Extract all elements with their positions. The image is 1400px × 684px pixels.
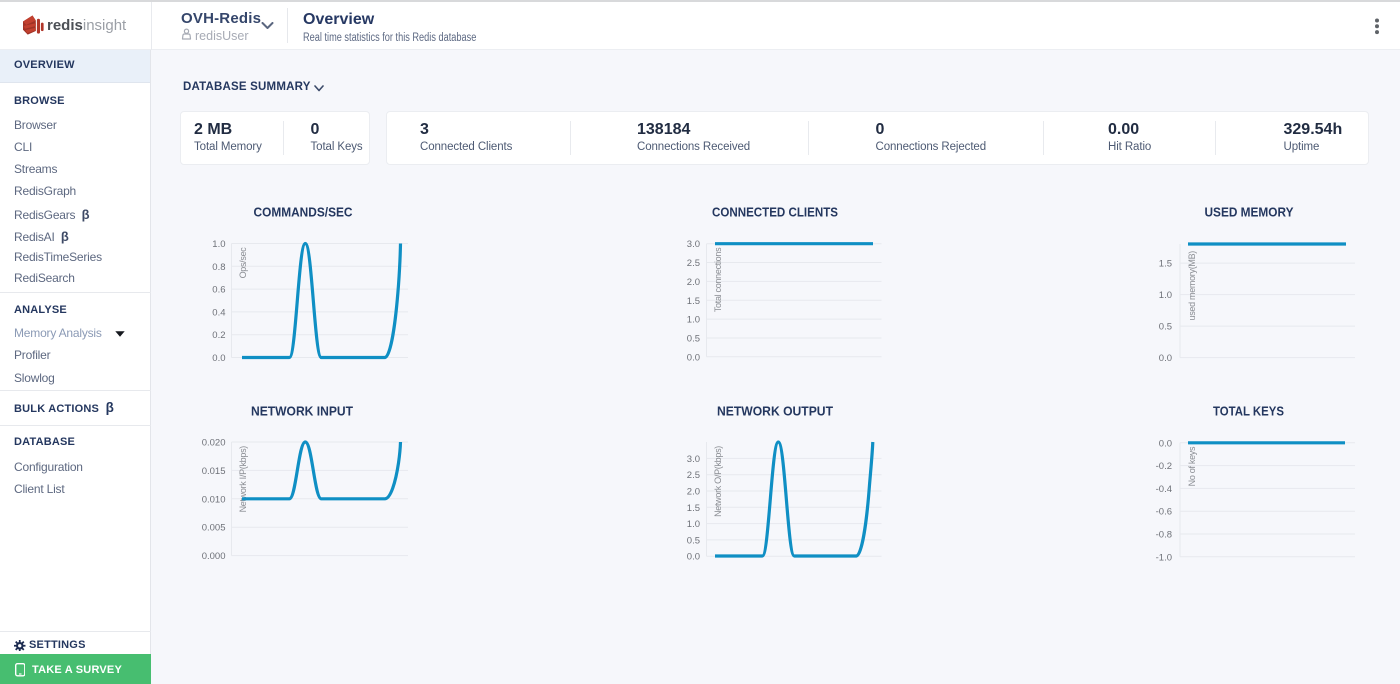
svg-text:0.5: 0.5 (1159, 322, 1172, 333)
svg-text:2.0: 2.0 (687, 277, 700, 288)
svg-text:Total connections: Total connections (713, 247, 723, 312)
svg-text:Network O/P(kbps): Network O/P(kbps) (713, 446, 723, 517)
svg-text:-0.2: -0.2 (1156, 461, 1172, 472)
svg-text:0.4: 0.4 (212, 307, 225, 318)
svg-text:TOTAL KEYS: TOTAL KEYS (1213, 404, 1284, 419)
svg-text:2.0: 2.0 (687, 487, 700, 498)
svg-text:2.5: 2.5 (687, 258, 700, 269)
svg-text:NETWORK INPUT: NETWORK INPUT (251, 404, 353, 419)
svg-text:1.5: 1.5 (687, 296, 700, 307)
svg-text:-0.8: -0.8 (1156, 530, 1172, 541)
svg-text:3.0: 3.0 (687, 454, 700, 465)
svg-text:-0.6: -0.6 (1156, 507, 1172, 518)
svg-text:1.5: 1.5 (1159, 259, 1172, 270)
svg-text:0.020: 0.020 (202, 438, 226, 449)
svg-text:1.0: 1.0 (687, 315, 700, 326)
svg-text:CONNECTED CLIENTS: CONNECTED CLIENTS (712, 205, 838, 220)
svg-text:1.0: 1.0 (687, 519, 700, 530)
svg-text:USED MEMORY: USED MEMORY (1205, 205, 1294, 220)
svg-text:0.0: 0.0 (687, 352, 700, 363)
svg-text:0.2: 0.2 (212, 330, 225, 341)
svg-text:0.015: 0.015 (202, 466, 226, 477)
svg-text:NETWORK OUTPUT: NETWORK OUTPUT (717, 404, 833, 419)
svg-text:0.6: 0.6 (212, 285, 225, 296)
svg-text:0.010: 0.010 (202, 494, 226, 505)
svg-text:0.5: 0.5 (687, 333, 700, 344)
svg-text:0.8: 0.8 (212, 262, 225, 273)
svg-text:2.5: 2.5 (687, 470, 700, 481)
svg-text:1.5: 1.5 (687, 503, 700, 514)
svg-text:No of keys: No of keys (1187, 446, 1197, 486)
svg-text:-1.0: -1.0 (1156, 552, 1172, 563)
svg-text:0.000: 0.000 (202, 551, 226, 562)
svg-text:0.005: 0.005 (202, 523, 226, 534)
svg-text:Network I/P(kbps): Network I/P(kbps) (238, 446, 248, 513)
svg-text:used memory(MB): used memory(MB) (1187, 251, 1197, 321)
svg-text:1.0: 1.0 (212, 239, 225, 250)
svg-text:Ops/sec: Ops/sec (238, 247, 248, 279)
svg-text:3.0: 3.0 (687, 239, 700, 250)
svg-text:0.0: 0.0 (1159, 438, 1172, 449)
svg-text:0.0: 0.0 (687, 552, 700, 563)
svg-text:0.0: 0.0 (212, 353, 225, 364)
svg-text:-0.4: -0.4 (1156, 484, 1172, 495)
svg-text:0.0: 0.0 (1159, 353, 1172, 364)
svg-text:COMMANDS/SEC: COMMANDS/SEC (254, 205, 354, 220)
svg-text:0.5: 0.5 (687, 535, 700, 546)
svg-text:1.0: 1.0 (1159, 290, 1172, 301)
